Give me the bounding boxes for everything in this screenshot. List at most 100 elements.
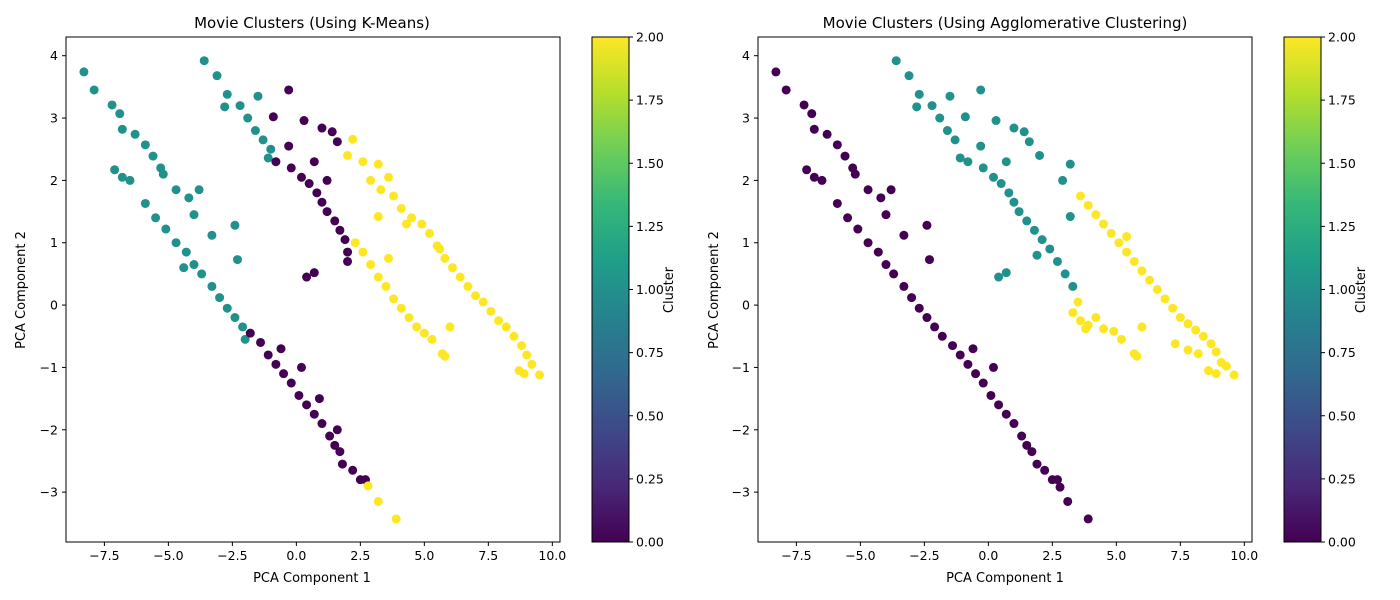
y-tick-label: 3 <box>50 111 58 126</box>
data-point-cluster-1 <box>266 144 276 154</box>
data-point-cluster-1 <box>1037 235 1047 245</box>
data-point-cluster-2 <box>404 313 414 323</box>
data-point-cluster-2 <box>363 481 373 491</box>
data-point-cluster-0 <box>312 188 322 198</box>
data-point-cluster-1 <box>935 113 945 123</box>
data-point-cluster-2 <box>373 496 383 506</box>
data-point-cluster-2 <box>445 322 455 332</box>
data-point-cluster-1 <box>222 303 232 313</box>
data-point-cluster-0 <box>268 112 278 122</box>
data-point-cluster-0 <box>832 198 842 208</box>
data-point-cluster-2 <box>389 294 399 304</box>
y-axis-label: PCA Component 2 <box>14 231 29 349</box>
data-point-cluster-1 <box>1068 281 1078 291</box>
data-point-cluster-1 <box>156 163 166 173</box>
data-point-cluster-0 <box>314 394 324 404</box>
data-point-cluster-1 <box>996 179 1006 189</box>
data-point-cluster-1 <box>250 126 260 136</box>
y-tick-label: −2 <box>40 422 58 437</box>
data-point-cluster-2 <box>1083 200 1093 210</box>
data-point-cluster-0 <box>299 116 309 126</box>
data-point-cluster-1 <box>1024 137 1034 147</box>
data-point-cluster-1 <box>891 56 901 66</box>
colorbar-tick-label: 1.50 <box>636 156 664 171</box>
data-point-cluster-1 <box>253 91 263 101</box>
data-point-cluster-2 <box>1122 247 1132 257</box>
colorbar-tick-label: 0.50 <box>1328 408 1356 423</box>
data-point-cluster-1 <box>1014 207 1024 217</box>
data-point-cluster-0 <box>1032 459 1042 469</box>
data-point-cluster-0 <box>296 172 306 182</box>
data-point-cluster-2 <box>535 370 545 380</box>
data-point-cluster-2 <box>419 328 429 338</box>
data-point-cluster-1 <box>207 230 217 240</box>
data-point-cluster-0 <box>863 238 873 248</box>
x-tick-label: 0.0 <box>978 548 998 563</box>
data-point-cluster-2 <box>1183 345 1193 355</box>
data-point-cluster-2 <box>1132 351 1142 361</box>
data-point-cluster-2 <box>486 306 496 316</box>
x-tick-label: −5.0 <box>845 548 875 563</box>
data-point-cluster-0 <box>899 281 909 291</box>
data-point-cluster-2 <box>1068 308 1078 318</box>
data-point-cluster-1 <box>243 113 253 123</box>
data-point-cluster-2 <box>412 322 422 332</box>
data-point-cluster-0 <box>263 350 273 360</box>
data-point-cluster-0 <box>930 322 940 332</box>
data-point-cluster-0 <box>335 225 345 235</box>
data-point-cluster-0 <box>245 328 255 338</box>
colorbar-tick-label: 0.75 <box>636 345 664 360</box>
data-point-cluster-0 <box>1040 465 1050 475</box>
colorbar-tick-label: 1.00 <box>1328 282 1356 297</box>
data-point-cluster-2 <box>1109 326 1119 336</box>
data-point-cluster-0 <box>876 193 886 203</box>
colorbar-tick-label: 0.25 <box>1328 471 1356 486</box>
data-point-cluster-1 <box>148 151 158 161</box>
y-tick-label: 2 <box>50 173 58 188</box>
kmeans-chart: Movie Clusters (Using K-Means) −7.5 −5.0−… <box>14 14 677 586</box>
data-point-cluster-0 <box>948 341 958 351</box>
colorbar-tick-label: 1.25 <box>636 219 664 234</box>
data-point-cluster-1 <box>1032 250 1042 260</box>
data-point-cluster-1 <box>1058 175 1068 185</box>
data-point-cluster-1 <box>199 56 209 66</box>
data-point-cluster-0 <box>302 272 312 282</box>
data-point-cluster-2 <box>1183 319 1193 329</box>
x-tick-label: −5.0 <box>153 548 183 563</box>
data-point-cluster-2 <box>501 322 511 332</box>
data-point-cluster-1 <box>215 293 225 303</box>
data-point-cluster-1 <box>184 193 194 203</box>
data-point-cluster-1 <box>994 272 1004 282</box>
data-point-cluster-0 <box>325 431 335 441</box>
data-point-cluster-0 <box>330 440 340 450</box>
plot-frame <box>65 36 561 543</box>
data-point-cluster-2 <box>522 350 532 360</box>
y-tick-label: 4 <box>50 48 58 63</box>
x-tick-label: −7.5 <box>781 548 811 563</box>
data-point-cluster-0 <box>309 157 319 167</box>
data-point-cluster-1 <box>912 102 922 112</box>
y-tick-label: 2 <box>742 173 750 188</box>
data-point-cluster-0 <box>809 172 819 182</box>
plot-frame <box>757 36 1253 543</box>
data-point-cluster-0 <box>848 163 858 173</box>
data-point-cluster-0 <box>317 123 327 133</box>
colorbar-gradient <box>591 36 630 543</box>
data-point-cluster-0 <box>317 197 327 207</box>
data-point-cluster-1 <box>258 135 268 145</box>
data-point-cluster-2 <box>1211 347 1221 357</box>
data-point-cluster-1 <box>927 101 937 111</box>
data-point-cluster-0 <box>279 369 289 379</box>
data-point-cluster-2 <box>1203 366 1213 376</box>
data-point-cluster-1 <box>140 198 150 208</box>
x-tick-label: −7.5 <box>89 548 119 563</box>
data-point-cluster-1 <box>1001 157 1011 167</box>
data-point-cluster-1 <box>107 100 117 110</box>
data-point-cluster-2 <box>358 247 368 257</box>
y-tick-label: 0 <box>50 298 58 313</box>
data-point-cluster-2 <box>1168 303 1178 313</box>
y-tick-label: 4 <box>742 48 750 63</box>
chart-title: Movie Clusters (Using Agglomerative Clus… <box>823 14 1188 32</box>
data-point-cluster-1 <box>1052 256 1062 266</box>
